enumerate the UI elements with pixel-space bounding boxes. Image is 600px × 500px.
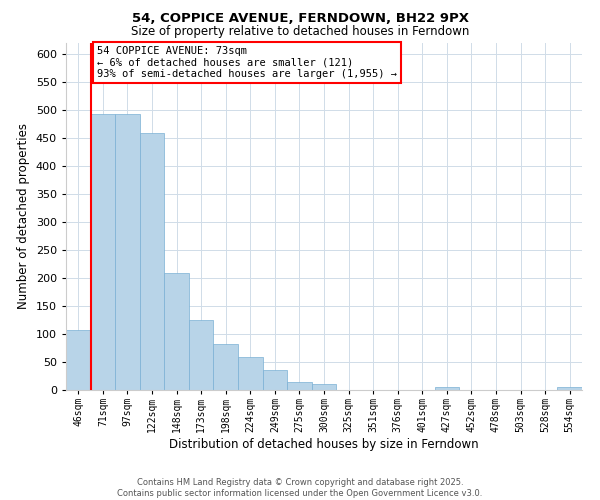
Bar xyxy=(312,384,336,390)
Bar xyxy=(434,387,459,390)
Bar xyxy=(189,320,214,390)
Text: 54 COPPICE AVENUE: 73sqm
← 6% of detached houses are smaller (121)
93% of semi-d: 54 COPPICE AVENUE: 73sqm ← 6% of detache… xyxy=(97,46,397,79)
X-axis label: Distribution of detached houses by size in Ferndown: Distribution of detached houses by size … xyxy=(169,438,479,451)
Bar xyxy=(140,132,164,390)
Bar xyxy=(557,387,582,390)
Bar xyxy=(263,370,287,390)
Text: 54, COPPICE AVENUE, FERNDOWN, BH22 9PX: 54, COPPICE AVENUE, FERNDOWN, BH22 9PX xyxy=(131,12,469,26)
Bar xyxy=(91,114,115,390)
Bar xyxy=(287,382,312,390)
Bar xyxy=(66,330,91,390)
Bar xyxy=(214,344,238,390)
Bar xyxy=(115,114,140,390)
Y-axis label: Number of detached properties: Number of detached properties xyxy=(17,123,30,309)
Text: Contains HM Land Registry data © Crown copyright and database right 2025.
Contai: Contains HM Land Registry data © Crown c… xyxy=(118,478,482,498)
Bar xyxy=(238,358,263,390)
Bar xyxy=(164,274,189,390)
Text: Size of property relative to detached houses in Ferndown: Size of property relative to detached ho… xyxy=(131,25,469,38)
